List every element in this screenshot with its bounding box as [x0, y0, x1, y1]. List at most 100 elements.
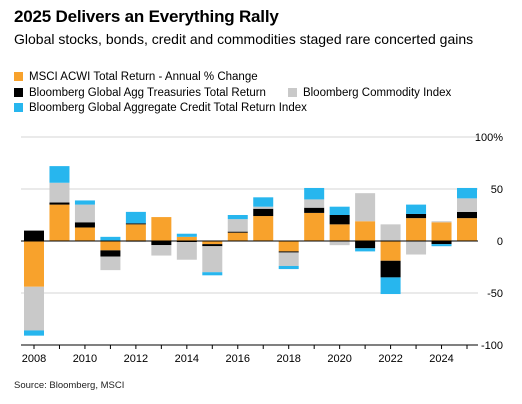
bar-segment	[125, 223, 146, 225]
chart-title: 2025 Delivers an Everything Rally	[14, 7, 279, 26]
bar-segment	[406, 218, 427, 241]
bar-segment	[49, 202, 70, 205]
bar-segment	[176, 236, 197, 241]
bar-segment	[457, 211, 477, 219]
legend-label-global-agg-credit: Bloomberg Global Aggregate Credit Total …	[29, 102, 307, 114]
bar-segment	[202, 244, 223, 247]
source-note: Source: Bloomberg, MSCI	[14, 380, 125, 391]
bar-segment	[355, 221, 376, 241]
bar-segment	[329, 241, 350, 246]
bar-segment	[227, 219, 248, 232]
bar-segment	[100, 256, 121, 271]
chart-legend: MSCI ACWI Total Return - Annual % Change…	[14, 70, 473, 117]
x-tick-label: 2010	[73, 353, 97, 365]
bar-segment	[431, 222, 452, 241]
x-tick-label: 2008	[22, 353, 46, 365]
bar-segment	[125, 224, 146, 241]
bar-segment	[329, 215, 350, 225]
axes: 100% 50 0 -50 -100 2008 2010 2012 2014 2016 2018 20…	[21, 132, 503, 365]
bar-segment	[457, 198, 477, 212]
bar-segment	[24, 230, 44, 241]
bar-segment	[406, 241, 427, 255]
x-tick-label: 2020	[327, 353, 351, 365]
bar-segment	[125, 211, 146, 224]
bar-segment	[24, 241, 44, 287]
bar-segment	[202, 272, 223, 276]
legend-label-msci-acwi: MSCI ACWI Total Return - Annual % Change	[29, 71, 258, 83]
legend-item-msci-acwi: MSCI ACWI Total Return - Annual % Change	[14, 70, 258, 86]
legend-swatch-msci-acwi	[14, 72, 23, 81]
bar-segment	[406, 204, 427, 214]
legend-item-commodity-index: Bloomberg Commodity Index	[287, 86, 452, 102]
y-tick-label: -100	[481, 340, 503, 352]
bar-segment	[355, 248, 376, 252]
bar-segment	[253, 216, 274, 241]
bar-segment	[380, 224, 401, 241]
bar-segment	[74, 200, 95, 205]
legend-swatch-global-agg-credit	[14, 103, 23, 112]
bar-segment	[380, 260, 401, 278]
y-tick-label: 50	[491, 184, 503, 196]
bar-segment	[431, 241, 452, 245]
bar-segment	[100, 236, 121, 241]
bars	[24, 166, 477, 336]
bar-segment	[151, 245, 172, 256]
bar-segment	[380, 277, 401, 295]
bar-segment	[74, 227, 95, 241]
legend-label-commodity-index: Bloomberg Commodity Index	[302, 86, 452, 99]
bar-segment	[253, 208, 274, 217]
bar-segment	[329, 224, 350, 241]
legend-label-global-agg-treasuries: Bloomberg Global Agg Treasuries Total Re…	[29, 86, 266, 99]
bar-segment	[304, 207, 325, 213]
bar-segment	[125, 241, 146, 243]
bar-segment	[278, 252, 299, 266]
bar-segment	[49, 182, 70, 203]
bar-segment	[355, 193, 376, 222]
bar-segment	[24, 286, 44, 331]
bar-segment	[100, 241, 121, 251]
bar-segment	[202, 246, 223, 273]
bar-segment	[304, 212, 325, 241]
y-tick-label: 0	[497, 236, 503, 248]
bar-segment	[227, 231, 248, 233]
legend-item-global-agg-credit: Bloomberg Global Aggregate Credit Total …	[14, 101, 307, 117]
bar-segment	[457, 218, 477, 241]
bar-segment	[100, 250, 121, 257]
bar-segment	[227, 232, 248, 241]
bar-segment	[227, 215, 248, 220]
bar-segment	[278, 241, 299, 252]
bar-segment	[380, 241, 401, 261]
bar-segment	[151, 217, 172, 241]
bar-segment	[304, 199, 325, 208]
bar-segment	[431, 244, 452, 247]
legend-swatch-commodity-index	[287, 87, 297, 97]
bar-segment	[151, 241, 172, 246]
bar-segment	[176, 242, 197, 260]
bar-segment	[49, 204, 70, 241]
bar-segment	[406, 213, 427, 219]
bar-segment	[278, 265, 299, 270]
bar-segment	[176, 241, 197, 243]
bar-segment	[74, 204, 95, 223]
bar-segment	[278, 251, 299, 253]
y-tick-label: 100%	[475, 132, 503, 144]
y-tick-label: -50	[487, 288, 503, 300]
x-tick-label: 2022	[378, 353, 402, 365]
bar-segment	[329, 206, 350, 215]
x-tick-label: 2012	[124, 353, 148, 365]
bar-segment	[431, 221, 452, 223]
bar-segment	[202, 241, 223, 245]
x-tick-label: 2024	[429, 353, 453, 365]
x-tick-label: 2014	[175, 353, 199, 365]
x-tick-label: 2018	[276, 353, 300, 365]
bar-segment	[24, 330, 44, 336]
bar-segment	[49, 166, 70, 183]
bar-segment	[304, 187, 325, 200]
bar-segment	[355, 241, 376, 249]
chart-subtitle: Global stocks, bonds, credit and commodi…	[14, 31, 474, 47]
bar-segment	[176, 233, 197, 237]
legend-swatch-global-agg-treasuries	[14, 87, 23, 97]
legend-item-global-agg-treasuries: Bloomberg Global Agg Treasuries Total Re…	[14, 86, 266, 102]
x-tick-label: 2016	[226, 353, 250, 365]
